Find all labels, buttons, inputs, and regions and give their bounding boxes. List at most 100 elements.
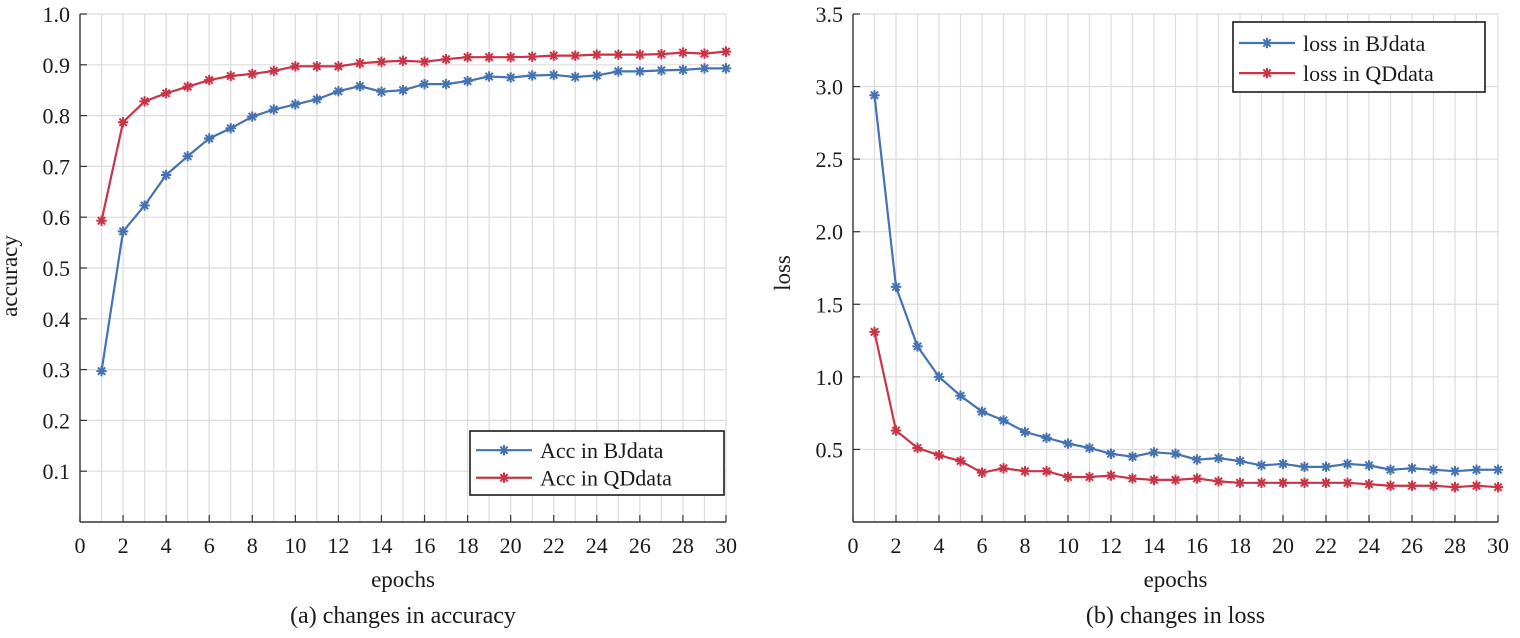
data-point [376, 56, 387, 67]
x-axis-label: epochs [371, 567, 435, 592]
data-point [268, 65, 279, 77]
x-tick-label: 16 [414, 533, 436, 558]
data-point [96, 215, 107, 226]
data-point [570, 71, 581, 83]
y-tick-label: 0.5 [43, 256, 71, 281]
data-point [933, 450, 945, 461]
legend-item: Acc in QDdata [476, 466, 672, 491]
legend-label: Acc in QDdata [540, 466, 672, 491]
y-tick-label: 3.0 [816, 75, 844, 100]
data-point [225, 70, 236, 82]
data-point [1062, 471, 1074, 483]
legend: Acc in BJdata Acc in QDdata [469, 430, 725, 496]
data-point [527, 70, 538, 81]
x-tick-label: 8 [247, 533, 258, 558]
data-point [139, 96, 150, 107]
data-point [505, 72, 516, 83]
data-point [311, 94, 323, 105]
loss-chart-panel: 0 2 4 6 8 10 12 14 16 18 20 22 24 26 28 300.51.01.52.02… [770, 2, 1509, 629]
y-tick-label: 0.7 [43, 154, 71, 179]
data-point [1385, 464, 1396, 475]
data-point [333, 61, 344, 72]
legend-label: loss in BJdata [1303, 31, 1425, 56]
y-tick-label: 0.3 [43, 358, 71, 383]
y-tick-label: 1.5 [816, 292, 844, 317]
y-tick-label: 0.4 [43, 307, 71, 332]
data-point [139, 200, 150, 211]
x-tick-label: 30 [1487, 533, 1509, 558]
data-point [1213, 476, 1224, 487]
y-tick-label: 0.8 [43, 104, 71, 129]
data-point [440, 78, 452, 90]
x-tick-label: 22 [1315, 533, 1337, 558]
series-bj [96, 63, 732, 377]
data-point [890, 425, 902, 436]
data-point [720, 46, 732, 57]
x-tick-label: 18 [1229, 533, 1251, 558]
y-tick-label: 0.1 [43, 459, 71, 484]
x-tick-label: 28 [672, 533, 694, 558]
accuracy-chart-panel: 0 2 4 6 8 10 12 14 16 18 20 22 24 26 28 300.10.20.30.40… [0, 2, 737, 629]
legend-marker [1261, 37, 1273, 49]
data-point [1191, 473, 1203, 484]
data-point [117, 117, 129, 128]
data-point [699, 63, 710, 74]
data-point [570, 50, 581, 61]
data-point [483, 71, 495, 82]
data-point [591, 49, 602, 60]
data-point [720, 63, 732, 74]
legend-marker [1261, 67, 1273, 79]
data-point [1385, 480, 1396, 491]
series-qd [96, 46, 732, 226]
data-point [204, 133, 215, 144]
data-point [1320, 461, 1332, 473]
data-point [462, 51, 473, 63]
data-point [354, 58, 366, 69]
data-point [1105, 448, 1117, 459]
data-point [1148, 474, 1160, 486]
y-tick-label: 1.0 [816, 365, 844, 390]
data-point [869, 90, 880, 101]
data-point [1363, 479, 1375, 490]
data-point [354, 80, 366, 92]
data-point [462, 75, 473, 87]
data-point [1406, 480, 1418, 491]
data-point [333, 86, 344, 97]
x-tick-label: 8 [1020, 533, 1031, 558]
series-bj [869, 90, 1504, 477]
data-point [1342, 458, 1353, 470]
data-point [96, 365, 107, 377]
series-line [100, 67, 726, 372]
data-point [1471, 464, 1482, 475]
data-point [160, 88, 172, 99]
data-point [290, 99, 301, 110]
y-tick-label: 0.2 [43, 408, 71, 433]
data-point [613, 49, 624, 60]
data-point [1084, 442, 1095, 454]
data-point [1213, 452, 1224, 464]
x-tick-label: 2 [891, 533, 902, 558]
data-point [869, 326, 880, 338]
chart-caption: (b) changes in loss [1086, 603, 1265, 629]
y-tick-label: 2.0 [816, 220, 844, 245]
data-point [1299, 477, 1310, 489]
data-point [1191, 454, 1203, 465]
x-tick-label: 4 [934, 533, 945, 558]
x-tick-label: 2 [118, 533, 129, 558]
data-point [548, 69, 559, 81]
data-point [912, 442, 923, 454]
data-point [1234, 477, 1246, 489]
data-point [955, 455, 966, 467]
series-line [873, 331, 1499, 489]
data-point [955, 390, 966, 401]
series-qd [869, 326, 1504, 493]
data-point [1041, 432, 1052, 444]
x-tick-label: 10 [1057, 533, 1079, 558]
y-tick-label: 3.5 [816, 2, 844, 27]
x-tick-label: 6 [977, 533, 988, 558]
x-tick-label: 24 [1358, 533, 1380, 558]
data-point [613, 66, 624, 77]
chart-caption: (a) changes in accuracy [290, 603, 516, 629]
y-axis-label: accuracy [0, 235, 22, 317]
